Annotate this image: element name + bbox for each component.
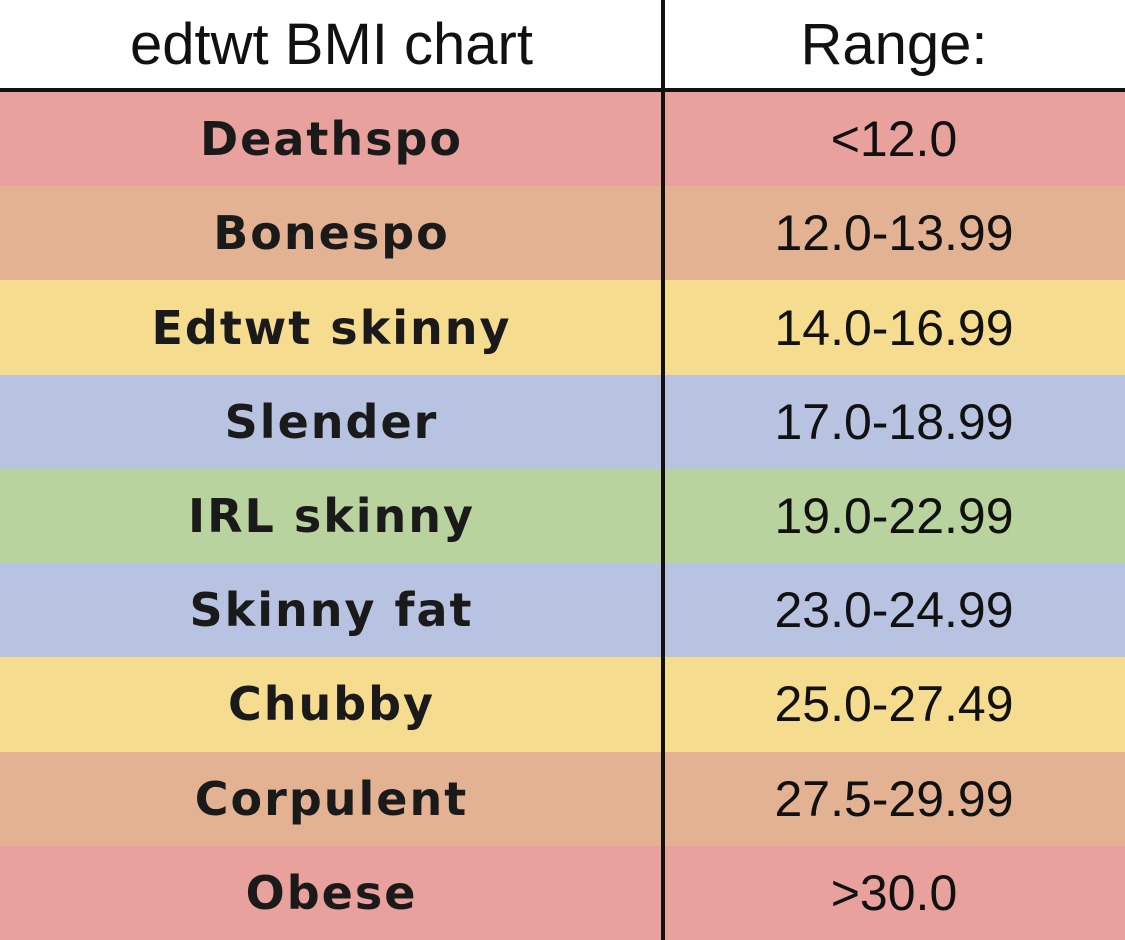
bmi-range: <12.0 <box>830 111 958 168</box>
bmi-range: 14.0-16.99 <box>774 299 1014 356</box>
table-row: Obese >30.0 <box>0 845 1125 940</box>
bmi-range: 25.0-27.49 <box>774 676 1014 733</box>
bmi-range: 23.0-24.99 <box>774 582 1014 639</box>
category-name: IRL skinny <box>187 488 476 543</box>
bmi-range: 17.0-18.99 <box>774 393 1014 450</box>
column-divider <box>661 0 665 940</box>
header-range: Range: <box>800 11 988 77</box>
category-name: Chubby <box>227 677 436 732</box>
table-row: Deathspo <12.0 <box>0 92 1125 187</box>
table-row: Skinny fat 23.0-24.99 <box>0 563 1125 658</box>
category-name: Deathspo <box>199 112 464 167</box>
bmi-range: 27.5-29.99 <box>774 770 1014 827</box>
table-row: Chubby 25.0-27.49 <box>0 657 1125 752</box>
table-row: IRL skinny 19.0-22.99 <box>0 468 1125 564</box>
table-row: Slender 17.0-18.99 <box>0 374 1125 469</box>
category-name: Obese <box>245 865 418 920</box>
table-row: Edtwt skinny 14.0-16.99 <box>0 280 1125 375</box>
table-row: Bonespo 12.0-13.99 <box>0 186 1125 281</box>
category-name: Slender <box>224 394 439 449</box>
bmi-range: 12.0-13.99 <box>774 205 1014 262</box>
bmi-range: 19.0-22.99 <box>774 487 1014 544</box>
table-row: Corpulent 27.5-29.99 <box>0 751 1125 846</box>
header-title: edtwt BMI chart <box>130 11 533 77</box>
category-name: Corpulent <box>194 771 469 826</box>
category-name: Edtwt skinny <box>151 300 512 355</box>
category-name: Bonespo <box>213 206 450 261</box>
header-row: edtwt BMI chart Range: <box>0 0 1125 92</box>
category-name: Skinny fat <box>189 583 474 638</box>
bmi-range: >30.0 <box>830 864 958 921</box>
